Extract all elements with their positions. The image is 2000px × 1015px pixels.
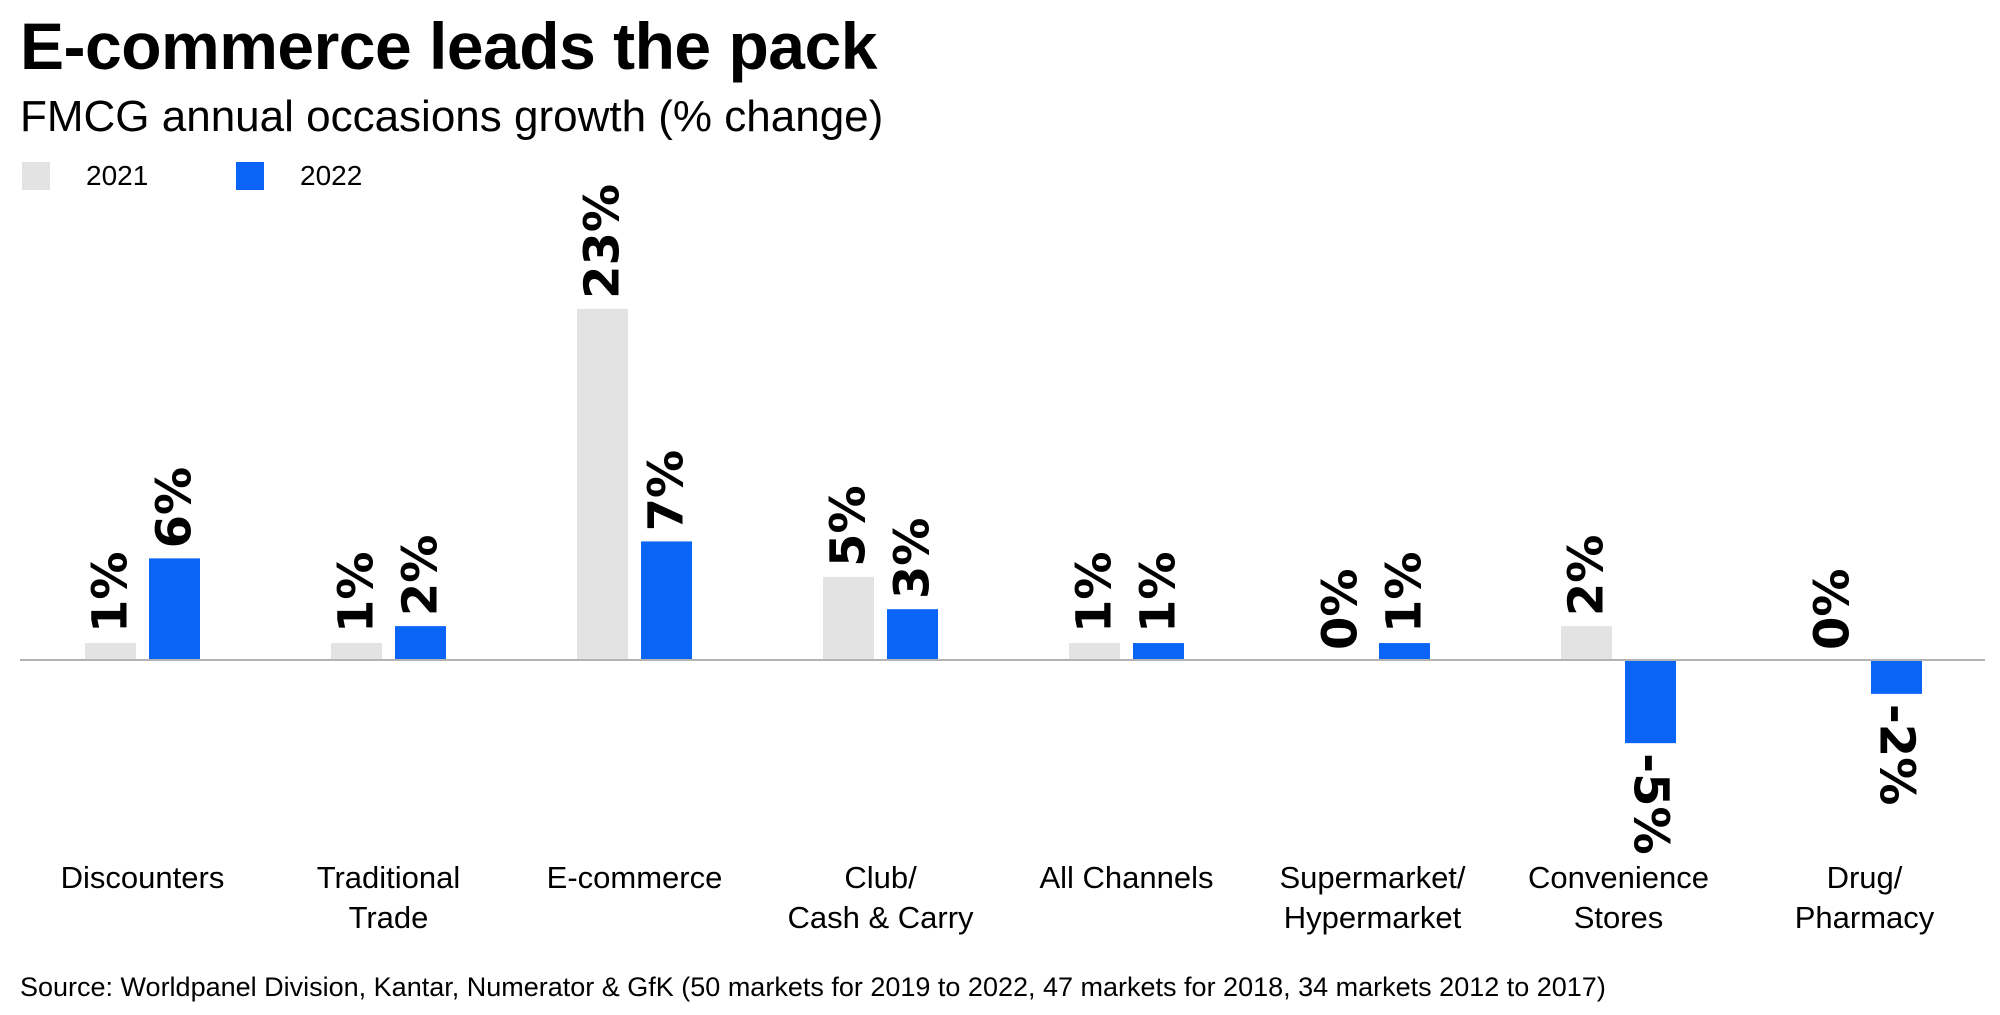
category-label-4: All Channels [1039, 860, 1213, 895]
data-label-2022-0: 6% [147, 467, 203, 549]
category-label-line: Convenience [1528, 860, 1709, 895]
category-label-1: Traditional Trade [317, 860, 461, 935]
data-label-2021-7: 0% [1805, 569, 1861, 651]
data-label-2021-3: 5% [821, 485, 877, 567]
bar-2022-0 [149, 558, 200, 660]
data-label-2021-0: 1% [83, 552, 139, 634]
category-label-line: Club/ [844, 860, 917, 895]
category-label-7: Drug/Pharmacy [1795, 860, 1935, 935]
data-label-2022-5: 1% [1377, 552, 1433, 634]
data-label-2021-2: 23% [575, 184, 631, 299]
bar-2021-6 [1561, 626, 1612, 660]
legend-swatch-2021 [22, 162, 50, 190]
bar-2022-6 [1625, 660, 1676, 744]
legend-label-2021: 2021 [86, 160, 149, 191]
category-label-line: Drug/ [1827, 860, 1903, 895]
bar-2022-7 [1871, 660, 1922, 694]
category-label-line: Hypermarket [1284, 900, 1462, 935]
data-label-2021-4: 1% [1067, 552, 1123, 634]
category-label-2: E-commerce [547, 860, 723, 895]
category-label-line: All Channels [1039, 860, 1213, 895]
legend-swatch-2022 [236, 162, 264, 190]
bar-2021-2 [577, 308, 628, 660]
source-note: Source: Worldpanel Division, Kantar, Num… [20, 972, 1606, 1002]
bar-2022-3 [887, 609, 938, 660]
bar-2022-4 [1133, 643, 1184, 660]
data-label-2022-6: -5% [1623, 753, 1679, 854]
chart-subtitle: FMCG annual occasions growth (% change) [20, 92, 884, 141]
bar-2021-4 [1069, 643, 1120, 660]
category-label-line: Trade [349, 900, 429, 935]
category-label-line: Traditional [317, 860, 461, 895]
data-label-2022-1: 2% [393, 535, 449, 617]
chart-title: E-commerce leads the pack [20, 9, 877, 83]
category-label-line: Cash & Carry [787, 900, 974, 935]
category-label-line: Supermarket/ [1279, 860, 1465, 895]
category-label-line: Discounters [61, 860, 225, 895]
data-label-2022-4: 1% [1131, 552, 1187, 634]
data-label-2021-1: 1% [329, 552, 385, 634]
bar-2022-5 [1379, 643, 1430, 660]
bar-2022-2 [641, 541, 692, 660]
data-label-2022-3: 3% [885, 518, 941, 600]
category-label-line: Stores [1574, 900, 1664, 935]
bar-2021-0 [85, 643, 136, 660]
bar-2021-1 [331, 643, 382, 660]
category-label-0: Discounters [61, 860, 225, 895]
data-label-2021-5: 0% [1313, 569, 1369, 651]
category-label-5: Supermarket/Hypermarket [1279, 860, 1465, 935]
bar-2022-1 [395, 626, 446, 660]
category-label-6: Convenience Stores [1528, 860, 1709, 935]
category-label-3: Club/Cash & Carry [787, 860, 974, 935]
data-label-2022-2: 7% [639, 450, 695, 532]
category-label-line: E-commerce [547, 860, 723, 895]
bar-2021-3 [823, 576, 874, 660]
category-label-line: Pharmacy [1795, 900, 1935, 935]
legend-label-2022: 2022 [300, 160, 363, 191]
data-label-2022-7: -2% [1869, 704, 1925, 805]
data-label-2021-6: 2% [1559, 535, 1615, 617]
